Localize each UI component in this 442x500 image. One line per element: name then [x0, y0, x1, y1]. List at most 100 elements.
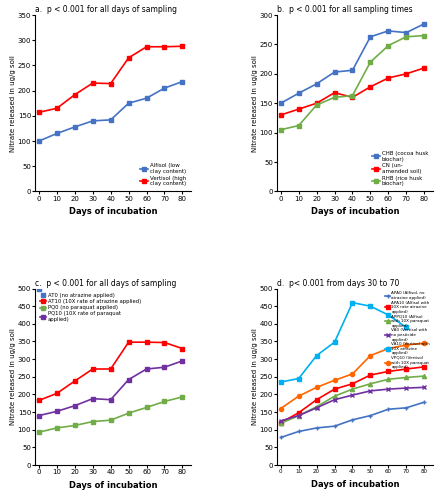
- Line: Alfisol (low
clay content): Alfisol (low clay content): [37, 80, 184, 143]
- VA10 (Vertisol with
10X atrazine
applied): [296, 376, 301, 382]
- VA10 (Vertisol with
10X atrazine
applied): [350, 300, 355, 306]
- Y-axis label: Nitrate released in ug/g soil: Nitrate released in ug/g soil: [10, 55, 16, 152]
- VPQ10 (Vertisol
with 10X paraquat
applied): [368, 352, 373, 358]
- Vertisol (high
clay content): [162, 44, 167, 50]
- CN (un-
amended soil): [368, 84, 373, 90]
- APA10 (Alfisol with
10X rate atrazine
applied): [278, 420, 283, 426]
- X-axis label: Days of incubation: Days of incubation: [311, 207, 400, 216]
- Legend: APA0 (Alfisol, no
atrazine applied), APA10 (Alfisol with
10X rate atrazine
appli: APA0 (Alfisol, no atrazine applied), APA…: [385, 290, 431, 370]
- AT10 (10X rate of atrazine applied): [90, 366, 95, 372]
- APA10 (Alfisol with
10X rate atrazine
applied): [296, 410, 301, 416]
- APPQ10 (Alfisol
with 10X paraquat
applied): [332, 393, 337, 399]
- Text: d.  p< 0.001 from days 30 to 70: d. p< 0.001 from days 30 to 70: [277, 279, 400, 288]
- PQ0 (no paraquat applied): [54, 425, 60, 431]
- APPQ10 (Alfisol
with 10X paraquat
applied): [368, 381, 373, 387]
- PQ0 (no paraquat applied): [126, 410, 131, 416]
- RHB (rice husk
biochar): [350, 92, 355, 98]
- PQ10 (10X rate of paraquat
applied): [54, 408, 60, 414]
- Text: b.  p < 0.001 for all sampling times: b. p < 0.001 for all sampling times: [277, 5, 413, 14]
- CHB (cocoa husk
biochar): [278, 100, 283, 106]
- Line: VA10 (Vertisol with
10X atrazine
applied): VA10 (Vertisol with 10X atrazine applied…: [278, 300, 408, 384]
- Vertisol (high
clay content): [72, 92, 77, 98]
- VPQ10 (Vertisol
with 10X paraquat
applied): [314, 384, 319, 390]
- Line: APA10 (Alfisol with
10X rate atrazine
applied): APA10 (Alfisol with 10X rate atrazine ap…: [278, 365, 426, 424]
- CN (un-
amended soil): [386, 75, 391, 81]
- VA10 (Vertisol with
10X atrazine
applied): [386, 312, 391, 318]
- APA0 (Alfisol, no
atrazine applied): [422, 399, 427, 405]
- CHB (cocoa husk
biochar): [422, 21, 427, 27]
- PQ0 (no paraquat applied): [162, 398, 167, 404]
- Line: Vertisol (high
clay content): Vertisol (high clay content): [37, 44, 184, 114]
- APA0 (Alfisol, no
atrazine applied): [404, 405, 409, 411]
- Legend: CHB (cocoa husk
biochar), CN (un-
amended soil), RHB (rice husk
biochar): CHB (cocoa husk biochar), CN (un- amende…: [370, 148, 431, 188]
- APA0 (Alfisol, no
atrazine applied): [386, 406, 391, 412]
- VPQ10 (Vertisol
with 10X paraquat
applied): [404, 342, 409, 348]
- RHB (rice husk
biochar): [368, 59, 373, 65]
- Legend: AT0 (no atrazine applied), AT10 (10X rate of atrazine applied), PQ0 (no paraquat: AT0 (no atrazine applied), AT10 (10X rat…: [38, 291, 143, 324]
- APPQ10 (Alfisol
with 10X paraquat
applied): [350, 386, 355, 392]
- APPQ10 (Alfisol
with 10X paraquat
applied): [422, 373, 427, 379]
- CHB (cocoa husk
biochar): [314, 81, 319, 87]
- VA0 (Vertisol with
no pesticide
applied): [350, 392, 355, 398]
- VPQ10 (Vertisol
with 10X paraquat
applied): [296, 393, 301, 399]
- Line: VA0 (Vertisol with
no pesticide
applied): VA0 (Vertisol with no pesticide applied): [278, 386, 426, 423]
- PQ10 (10X rate of paraquat
applied): [108, 396, 113, 402]
- APPQ10 (Alfisol
with 10X paraquat
applied): [404, 374, 409, 380]
- VA0 (Vertisol with
no pesticide
applied): [296, 412, 301, 418]
- Line: APPQ10 (Alfisol
with 10X paraquat
applied): APPQ10 (Alfisol with 10X paraquat applie…: [278, 374, 426, 426]
- Vertisol (high
clay content): [54, 106, 60, 112]
- PQ10 (10X rate of paraquat
applied): [90, 396, 95, 402]
- Y-axis label: Nitrate released in ug/g soil: Nitrate released in ug/g soil: [252, 328, 258, 425]
- CN (un-
amended soil): [332, 90, 337, 96]
- VA0 (Vertisol with
no pesticide
applied): [404, 385, 409, 391]
- CN (un-
amended soil): [350, 94, 355, 100]
- RHB (rice husk
biochar): [422, 32, 427, 38]
- CHB (cocoa husk
biochar): [386, 28, 391, 34]
- APPQ10 (Alfisol
with 10X paraquat
applied): [278, 420, 283, 426]
- Line: VPQ10 (Vertisol
with 10X paraquat
applied): VPQ10 (Vertisol with 10X paraquat applie…: [278, 341, 426, 410]
- VA10 (Vertisol with
10X atrazine
applied): [332, 339, 337, 345]
- Line: AT10 (10X rate of atrazine applied): AT10 (10X rate of atrazine applied): [37, 340, 184, 402]
- RHB (rice husk
biochar): [314, 102, 319, 108]
- Y-axis label: Nitrate released in ug/g soil: Nitrate released in ug/g soil: [252, 55, 258, 152]
- AT10 (10X rate of atrazine applied): [126, 339, 131, 345]
- X-axis label: Days of incubation: Days of incubation: [311, 480, 400, 488]
- Alfisol (low
clay content): [162, 85, 167, 91]
- PQ0 (no paraquat applied): [36, 429, 42, 435]
- AT10 (10X rate of atrazine applied): [108, 366, 113, 372]
- Alfisol (low
clay content): [54, 130, 60, 136]
- RHB (rice husk
biochar): [332, 94, 337, 100]
- APA10 (Alfisol with
10X rate atrazine
applied): [332, 386, 337, 392]
- Line: CN (un-
amended soil): CN (un- amended soil): [278, 66, 426, 117]
- APA0 (Alfisol, no
atrazine applied): [278, 434, 283, 440]
- Vertisol (high
clay content): [126, 55, 131, 61]
- AT10 (10X rate of atrazine applied): [72, 378, 77, 384]
- VA0 (Vertisol with
no pesticide
applied): [422, 384, 427, 390]
- APA10 (Alfisol with
10X rate atrazine
applied): [386, 368, 391, 374]
- PQ10 (10X rate of paraquat
applied): [144, 366, 149, 372]
- RHB (rice husk
biochar): [404, 34, 409, 40]
- Vertisol (high
clay content): [36, 110, 42, 116]
- APPQ10 (Alfisol
with 10X paraquat
applied): [296, 412, 301, 418]
- AT10 (10X rate of atrazine applied): [54, 390, 60, 396]
- VPQ10 (Vertisol
with 10X paraquat
applied): [386, 346, 391, 352]
- PQ10 (10X rate of paraquat
applied): [36, 412, 42, 418]
- Vertisol (high
clay content): [180, 44, 185, 50]
- AT10 (10X rate of atrazine applied): [144, 339, 149, 345]
- VPQ10 (Vertisol
with 10X paraquat
applied): [350, 371, 355, 377]
- CN (un-
amended soil): [278, 112, 283, 118]
- VPQ10 (Vertisol
with 10X paraquat
applied): [278, 406, 283, 411]
- Y-axis label: Nitrate released in ug/g soil: Nitrate released in ug/g soil: [10, 328, 16, 425]
- Line: APA0 (Alfisol, no
atrazine applied): APA0 (Alfisol, no atrazine applied): [278, 400, 426, 440]
- VPQ10 (Vertisol
with 10X paraquat
applied): [332, 378, 337, 384]
- APA10 (Alfisol with
10X rate atrazine
applied): [422, 364, 427, 370]
- AT10 (10X rate of atrazine applied): [162, 340, 167, 345]
- CHB (cocoa husk
biochar): [296, 90, 301, 96]
- Text: a.  p < 0.001 for all days of sampling: a. p < 0.001 for all days of sampling: [35, 5, 177, 14]
- PQ0 (no paraquat applied): [90, 418, 95, 424]
- APA10 (Alfisol with
10X rate atrazine
applied): [368, 372, 373, 378]
- Line: PQ0 (no paraquat applied): PQ0 (no paraquat applied): [37, 395, 184, 434]
- VA0 (Vertisol with
no pesticide
applied): [386, 386, 391, 392]
- VA0 (Vertisol with
no pesticide
applied): [332, 396, 337, 402]
- Alfisol (low
clay content): [126, 100, 131, 106]
